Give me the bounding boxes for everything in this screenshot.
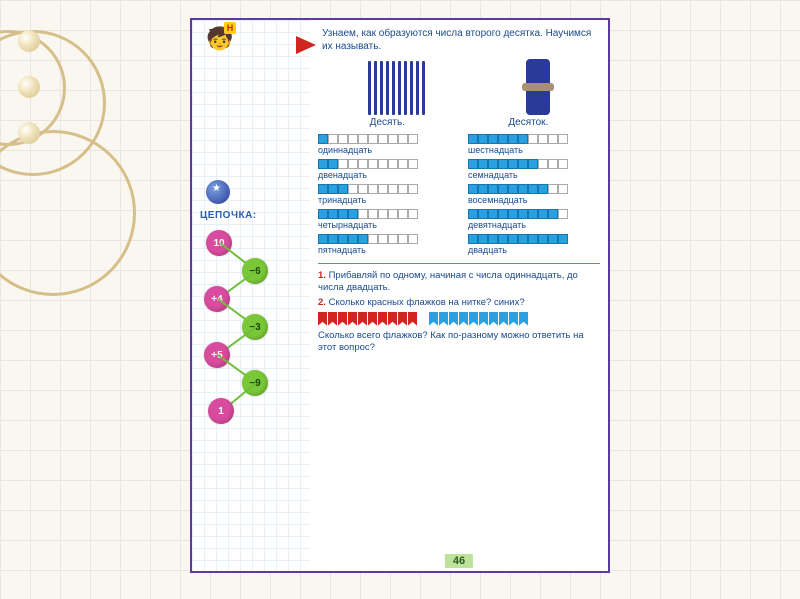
textbook-page: 🧒 Н ЦЕПОЧКА: 10−6+4−3+5−91 Узнаем, как о… [190, 18, 610, 573]
number-entry: двенадцать [318, 159, 450, 180]
sticks-label-right: Десяток. [508, 117, 548, 128]
letter-badge: Н [224, 22, 236, 34]
chain-node: 1 [208, 398, 234, 424]
flags-row [318, 312, 600, 326]
stick-bundle [526, 59, 550, 115]
number-entry: восемнадцать [468, 184, 600, 205]
sticks-row [318, 59, 600, 115]
decor-dots [18, 30, 40, 168]
number-entry: пятнадцать [318, 234, 450, 255]
number-entry: тринадцать [318, 184, 450, 205]
sticks-label-left: Десять. [370, 117, 405, 128]
task-3: Сколько всего флажков? Как по-разному мо… [318, 330, 600, 354]
chain-star-icon [206, 180, 230, 204]
number-entry: девятнадцать [468, 209, 600, 230]
number-entry: семнадцать [468, 159, 600, 180]
number-entry: четырнадцать [318, 209, 450, 230]
number-entry: двадцать [468, 234, 600, 255]
chain-title: ЦЕПОЧКА: [200, 210, 257, 221]
number-entry: одиннадцать [318, 134, 450, 155]
ten-sticks [368, 61, 425, 115]
divider [318, 263, 600, 264]
intro-text: Узнаем, как образуются числа второго дес… [322, 28, 600, 53]
task-2: 2. Сколько красных флажков на нитке? син… [318, 297, 600, 309]
numbers-grid: одиннадцать шестнадцать двенадцать семнадца… [318, 134, 600, 257]
page-content: Узнаем, как образуются числа второго дес… [310, 20, 608, 571]
page-margin: 🧒 Н ЦЕПОЧКА: 10−6+4−3+5−91 [192, 20, 310, 571]
number-entry: шестнадцать [468, 134, 600, 155]
task-1: 1. Прибавляй по одному, начиная с числа … [318, 270, 600, 294]
page-number: 46 [445, 554, 473, 568]
